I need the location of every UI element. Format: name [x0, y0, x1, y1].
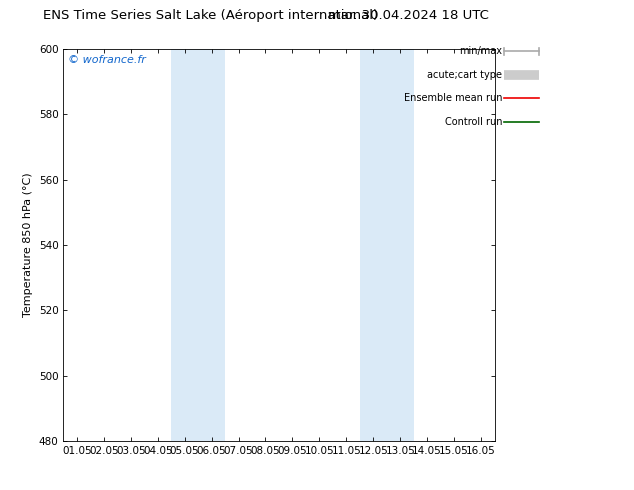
Bar — [360, 49, 413, 441]
Text: acute;cart type: acute;cart type — [427, 70, 502, 80]
Text: min/max: min/max — [459, 47, 502, 56]
Text: mar. 30.04.2024 18 UTC: mar. 30.04.2024 18 UTC — [328, 9, 489, 22]
Text: © wofrance.fr: © wofrance.fr — [68, 55, 146, 65]
Y-axis label: Temperature 850 hPa (°C): Temperature 850 hPa (°C) — [23, 172, 33, 318]
Bar — [171, 49, 225, 441]
Text: Ensemble mean run: Ensemble mean run — [404, 94, 502, 103]
Text: ENS Time Series Salt Lake (Aéroport international): ENS Time Series Salt Lake (Aéroport inte… — [42, 9, 378, 22]
Text: Controll run: Controll run — [444, 117, 502, 127]
